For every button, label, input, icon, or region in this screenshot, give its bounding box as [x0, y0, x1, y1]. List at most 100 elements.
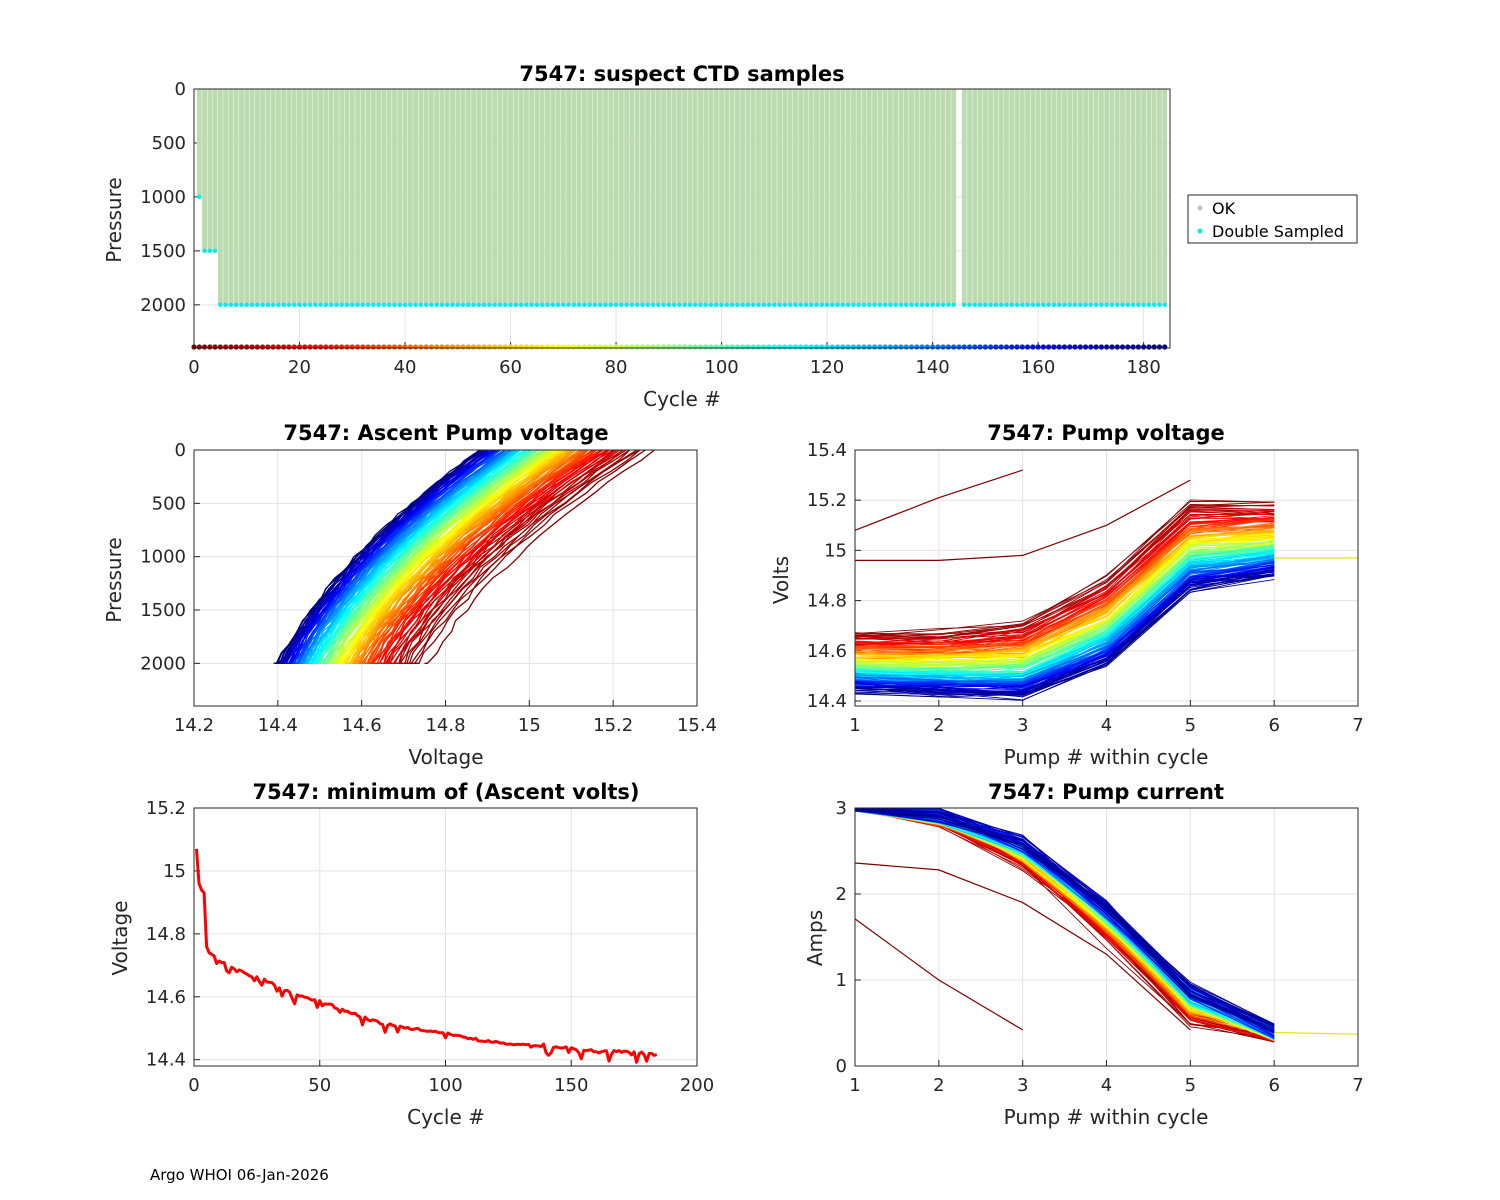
double-sampled-point-152 [993, 302, 999, 308]
ok-samples-cycle-107 [756, 89, 761, 305]
double-sampled-point-19 [292, 302, 297, 308]
double-sampled-point-76 [592, 302, 598, 308]
ascent-title: 7547: Ascent Pump voltage [283, 421, 608, 445]
cycle-marker-76 [592, 344, 598, 350]
ok-samples-cycle-25 [323, 89, 329, 305]
cycle-marker-110 [771, 344, 777, 350]
double-sampled-point-42 [413, 302, 418, 308]
cycle-marker-57 [492, 344, 498, 350]
cycle-marker-59 [502, 344, 508, 350]
ok-samples-cycle-86 [645, 89, 651, 305]
double-sampled-point-116 [803, 302, 809, 308]
ascent-axes-frame [193, 449, 698, 707]
ok-samples-cycle-54 [476, 89, 482, 305]
ok-samples-cycle-89 [661, 89, 666, 305]
ok-samples-cycle-82 [624, 89, 630, 305]
ok-samples-cycle-96 [698, 89, 703, 305]
ctd-ytick-label-1: 500 [152, 133, 186, 154]
ok-samples-cycle-67 [545, 89, 550, 305]
cycle-marker-146 [961, 344, 967, 350]
double-sampled-point-40 [402, 302, 408, 308]
cycle-marker-134 [898, 344, 904, 350]
double-sampled-point-64 [529, 302, 534, 308]
double-sampled-point-149 [977, 302, 983, 308]
pumpv-ytick-label-5: 15.4 [807, 440, 847, 461]
cycle-marker-24 [318, 344, 324, 350]
ok-samples-cycle-32 [360, 89, 366, 305]
double-sampled-point-117 [809, 302, 814, 308]
ok-samples-cycle-39 [397, 89, 403, 305]
ascent-curve-5 [401, 449, 631, 664]
cycle-marker-30 [349, 344, 355, 350]
ctd-ytick-label-0: 0 [175, 79, 186, 100]
double-sampled-point-88 [656, 302, 661, 308]
pump-voltage-cycle-76 [854, 542, 1275, 664]
pump-voltage-cycle-24 [854, 520, 1275, 644]
ok-samples-cycle-69 [555, 89, 561, 305]
double-sampled-point-30 [350, 302, 355, 308]
cycle-marker-101 [724, 344, 730, 350]
double-sampled-point-81 [619, 302, 624, 308]
pumpa-ytick-label-0: 0 [836, 1056, 847, 1077]
ok-samples-cycle-45 [428, 89, 434, 305]
cycle-marker-4 [212, 344, 218, 350]
cycle-marker-163 [1051, 344, 1057, 350]
ok-samples-cycle-7 [228, 89, 234, 305]
ok-samples-cycle-182 [1151, 89, 1157, 305]
cycle-marker-87 [650, 344, 656, 350]
double-sampled-point-182 [1151, 302, 1157, 308]
double-sampled-point-34 [371, 302, 376, 308]
double-sampled-point-35 [376, 302, 381, 308]
pump-voltage-cycle-57 [854, 538, 1275, 663]
pumpa-xtick-label-0: 1 [849, 1075, 860, 1096]
ok-samples-cycle-105 [745, 89, 751, 305]
minv-ytick-label-4: 15.2 [146, 798, 186, 819]
cycle-marker-5 [217, 344, 223, 350]
cycle-marker-14 [265, 344, 271, 350]
double-sampled-point-177 [1125, 302, 1130, 308]
pump-current-panel: 7547: Pump current Pump # within cycle A… [803, 780, 1364, 1129]
ok-samples-cycle-79 [608, 89, 614, 305]
double-sampled-point-91 [671, 302, 677, 308]
cycle-marker-179 [1135, 344, 1141, 350]
double-sampled-point-153 [998, 302, 1004, 308]
double-sampled-point-134 [898, 302, 904, 308]
pump-voltage-cycle-10 [854, 514, 1275, 640]
double-sampled-point-146 [962, 302, 967, 308]
ok-samples-cycle-138 [919, 89, 925, 305]
double-sampled-point-139 [925, 302, 930, 308]
ok-samples-cycle-99 [713, 89, 719, 305]
cycle-marker-89 [660, 344, 667, 350]
double-sampled-point-25 [323, 302, 329, 308]
ok-samples-cycle-120 [824, 89, 830, 305]
cycle-marker-28 [339, 344, 345, 350]
double-sampled-point-11 [249, 302, 255, 308]
double-sampled-point-14 [265, 302, 271, 308]
ascent-panel: 7547: Ascent Pump voltage Voltage Pressu… [102, 421, 717, 769]
cycle-marker-17 [281, 344, 287, 350]
cycle-marker-55 [481, 344, 487, 350]
cycle-marker-111 [777, 344, 783, 350]
cycle-marker-183 [1156, 344, 1163, 350]
pump-voltage-cycle-44 [854, 531, 1275, 656]
cycle-marker-33 [365, 344, 371, 350]
pumpv-xtick-label-6: 7 [1352, 715, 1363, 736]
ok-samples-cycle-5 [217, 89, 223, 305]
ok-samples-cycle-170 [1088, 89, 1094, 305]
ctd-xlabel: Cycle # [643, 387, 721, 411]
ok-samples-cycle-16 [275, 89, 281, 305]
double-sampled-point-54 [476, 302, 482, 308]
double-sampled-point-59 [503, 302, 508, 308]
double-sampled-point-20 [297, 302, 302, 308]
cycle-marker-122 [835, 344, 841, 350]
cycle-marker-81 [618, 344, 624, 350]
pumpa-xtick-label-6: 7 [1352, 1075, 1363, 1096]
pumpa-xtick-label-3: 4 [1101, 1075, 1112, 1096]
double-sampled-point-115 [798, 302, 803, 308]
double-sampled-point-67 [545, 302, 550, 308]
cycle-marker-48 [444, 344, 450, 350]
pumpv-xtick-label-4: 5 [1185, 715, 1196, 736]
ascent-xtick-label-4: 15 [518, 715, 541, 736]
cycle-marker-79 [608, 344, 614, 350]
ok-samples-cycle-24 [318, 89, 324, 305]
